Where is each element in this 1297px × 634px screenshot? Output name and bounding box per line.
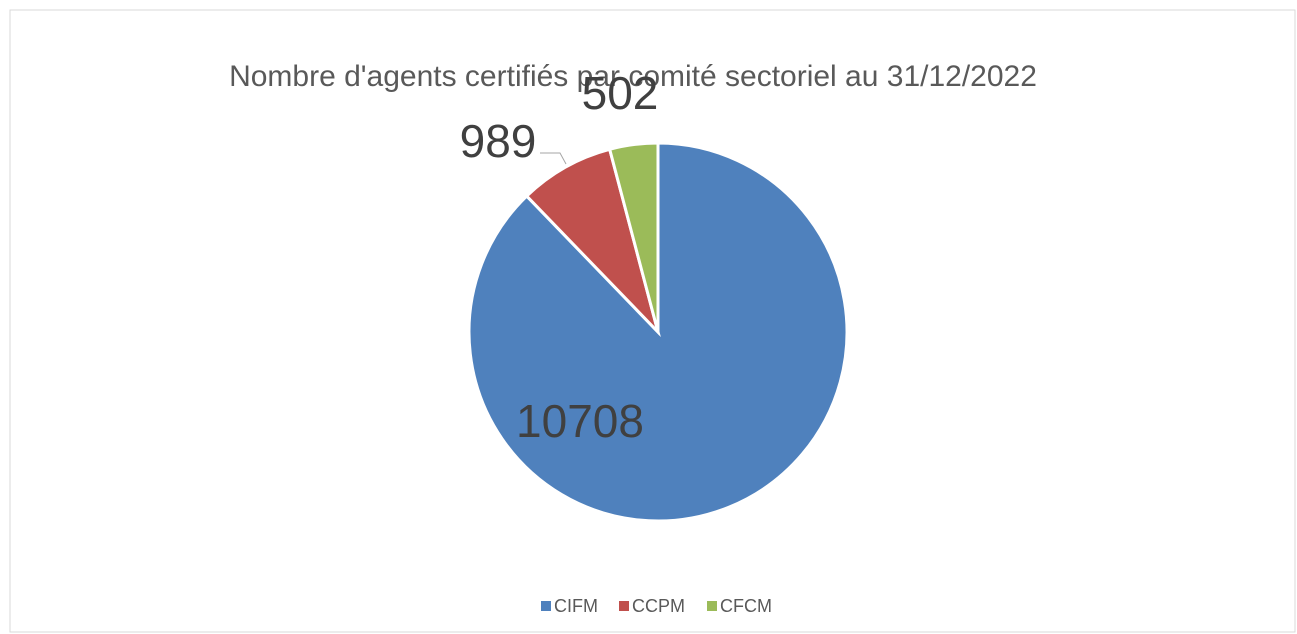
data-label: 989 — [460, 115, 537, 167]
legend-label: CFCM — [720, 596, 772, 616]
legend-swatch — [541, 601, 551, 611]
pie-slice — [524, 147, 661, 338]
legend-swatch — [619, 601, 629, 611]
leader-line — [540, 152, 567, 165]
legend-label: CCPM — [632, 596, 685, 616]
pie-slice — [607, 141, 660, 333]
legend-label: CIFM — [554, 596, 598, 616]
legend-swatch — [707, 601, 717, 611]
data-label: 502 — [582, 67, 659, 119]
data-label: 10708 — [516, 395, 644, 447]
chart-title: Nombre d'agents certifiés par comité sec… — [229, 60, 1037, 93]
